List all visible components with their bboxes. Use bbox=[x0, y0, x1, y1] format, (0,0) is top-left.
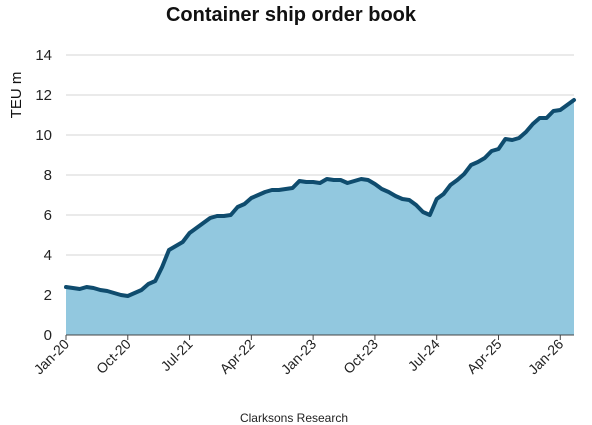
y-tick-label: 10 bbox=[35, 127, 52, 144]
y-tick-label: 2 bbox=[44, 287, 52, 304]
y-ticks: 0 2 4 6 8 10 12 14 bbox=[35, 47, 52, 344]
x-ticks: Jan-20 Oct-20 Jul-21 Apr-22 Jan-23 Oct-23 Jul-… bbox=[31, 335, 567, 377]
y-tick-label: 4 bbox=[44, 247, 52, 264]
x-tick-label: Jul-24 bbox=[405, 336, 443, 374]
y-tick-label: 8 bbox=[44, 167, 52, 184]
series-line bbox=[64, 98, 576, 298]
y-tick-label: 6 bbox=[44, 207, 52, 224]
y-axis-label: TEU m bbox=[8, 72, 25, 119]
x-tick-label: Apr-22 bbox=[216, 336, 257, 377]
x-tick-label: Jan-23 bbox=[278, 336, 320, 378]
area-fill bbox=[66, 100, 574, 335]
source-note: Clarksons Research bbox=[240, 411, 348, 425]
y-tick-label: 0 bbox=[44, 327, 52, 344]
x-tick-label: Jan-26 bbox=[525, 336, 567, 378]
chart-title: Container ship order book bbox=[166, 4, 417, 26]
x-tick-label: Oct-23 bbox=[340, 336, 381, 377]
y-tick-label: 14 bbox=[35, 47, 52, 64]
y-tick-label: 12 bbox=[35, 87, 52, 104]
x-tick-label: Jul-21 bbox=[157, 336, 195, 374]
x-tick-label: Oct-20 bbox=[93, 336, 134, 377]
x-tick-label: Apr-25 bbox=[464, 336, 505, 377]
